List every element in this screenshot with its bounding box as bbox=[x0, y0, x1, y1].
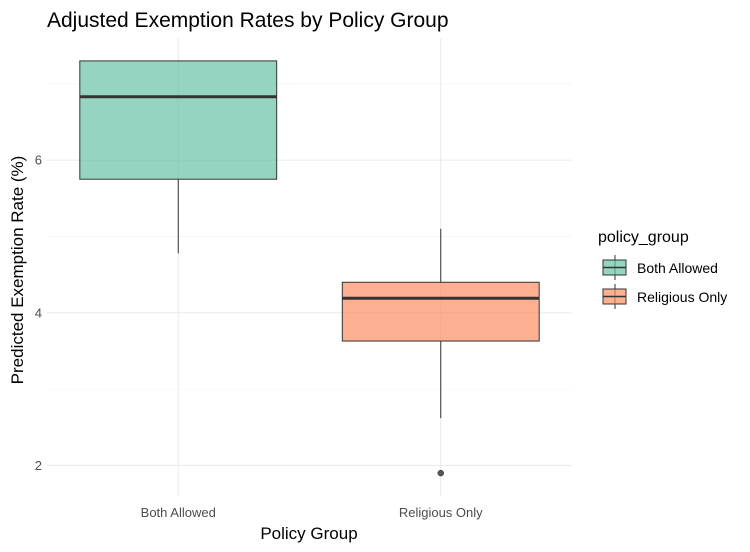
y-tick-label: 6 bbox=[35, 153, 42, 168]
box bbox=[341, 281, 540, 342]
x-axis-ticks: Both Allowed Religious Only bbox=[141, 505, 483, 520]
legend-label: Religious Only bbox=[637, 289, 727, 305]
x-tick-label: Religious Only bbox=[399, 505, 483, 520]
y-axis-ticks: 2 4 6 bbox=[35, 153, 42, 473]
y-tick-label: 4 bbox=[35, 305, 42, 320]
x-tick-label: Both Allowed bbox=[141, 505, 216, 520]
chart-title: Adjusted Exemption Rates by Policy Group bbox=[47, 9, 449, 32]
x-axis-title: Policy Group bbox=[260, 524, 357, 543]
box bbox=[79, 60, 278, 180]
y-axis-title: Predicted Exemption Rate (%) bbox=[8, 156, 27, 385]
legend: policy_group Both Allowed Religious Only bbox=[598, 229, 727, 309]
outlier-point bbox=[437, 469, 444, 477]
box-group bbox=[79, 60, 540, 477]
y-tick-label: 2 bbox=[35, 458, 42, 473]
legend-label: Both Allowed bbox=[637, 260, 718, 276]
legend-title: policy_group bbox=[598, 229, 689, 246]
